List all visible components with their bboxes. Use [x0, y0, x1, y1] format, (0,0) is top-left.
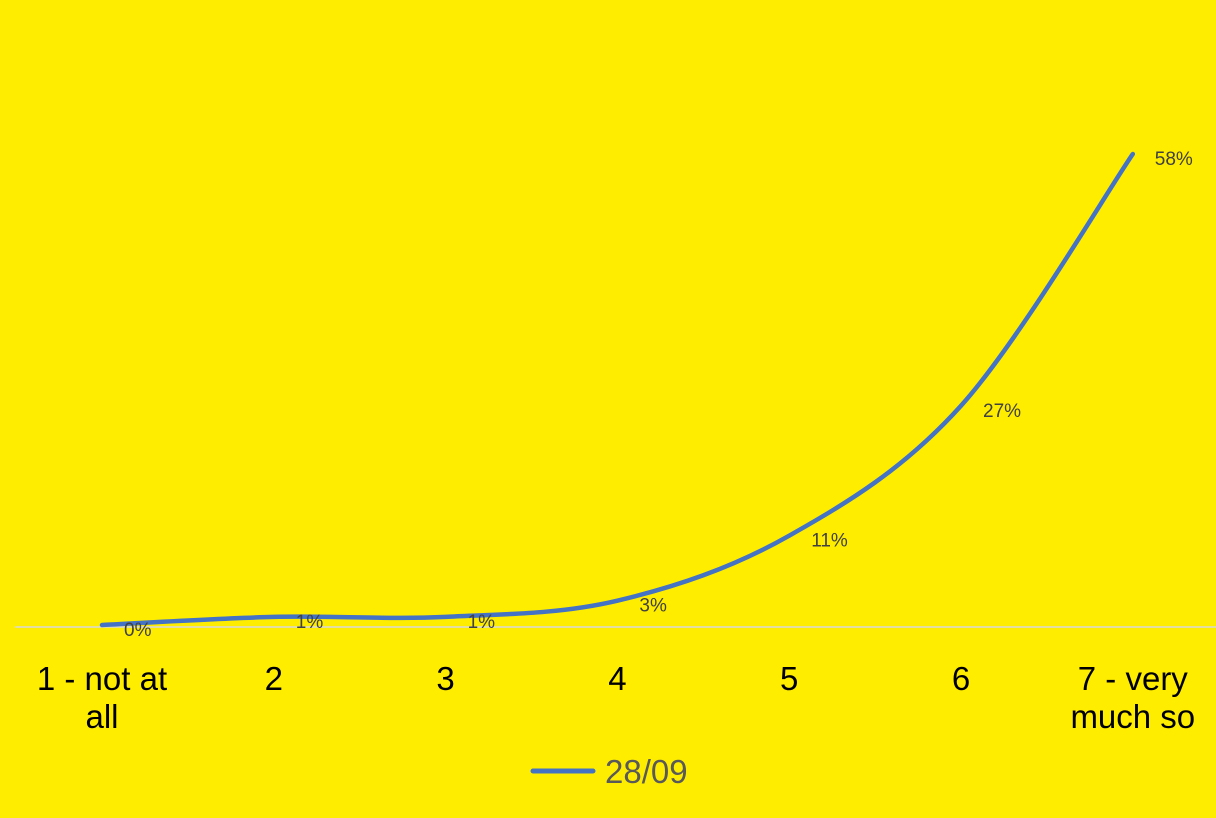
data-labels: 0% 1% 1% 3% 11% 27% 58% [124, 149, 1193, 641]
x-tick-label-7-line-1: 7 - very [1078, 660, 1189, 697]
x-tick-label-5: 5 [780, 660, 798, 697]
data-label-3: 1% [468, 612, 496, 633]
data-label-2: 1% [296, 612, 324, 633]
data-label-1: 0% [124, 620, 152, 641]
legend-label-28-09: 28/09 [605, 753, 688, 790]
data-label-6: 27% [983, 401, 1021, 422]
data-label-7: 58% [1155, 149, 1193, 170]
x-tick-label-1-line-2: all [85, 698, 118, 735]
x-tick-label-7-line-2: much so [1070, 698, 1195, 735]
x-tick-label-6: 6 [952, 660, 970, 697]
x-tick-label-3: 3 [436, 660, 454, 697]
legend: 28/09 [530, 753, 688, 790]
x-tick-label-4: 4 [608, 660, 626, 697]
x-tick-label-1-line-1: 1 - not at [37, 660, 167, 697]
series-layer [99, 151, 1136, 628]
series-line-28-09 [99, 151, 1136, 628]
data-label-4: 3% [639, 596, 667, 617]
data-label-5: 11% [811, 531, 848, 552]
x-tick-label-2: 2 [265, 660, 283, 697]
